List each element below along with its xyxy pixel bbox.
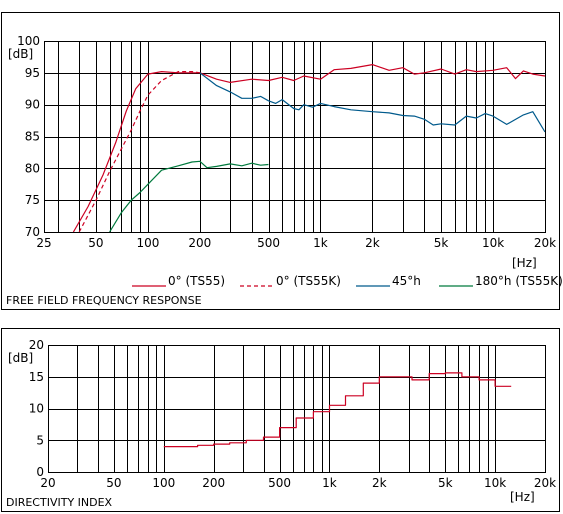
frequency-response-chart: 25 50 100 200 500 1k 2k 5k 10k 20k 70 75 80 85 90 95 100… [8, 34, 563, 288]
legend-item-0-ts55k: 0° (TS55K) [240, 274, 341, 288]
x-tick-label-50: 50 [88, 236, 103, 250]
series-line-0-ts55k [78, 71, 200, 232]
series-line-0-ts55 [72, 64, 545, 232]
legend-label-45-h: 45°h [392, 274, 421, 288]
plot-frame [44, 41, 546, 233]
y-tick-label-15: 15 [29, 370, 44, 384]
legend-label-0-ts55: 0° (TS55) [168, 274, 225, 288]
x-tick-label-10k: 10k [482, 236, 504, 250]
series-line-45-h [199, 72, 545, 133]
x-tick-label-20: 20 [40, 476, 55, 490]
y-tick-label-75: 75 [25, 193, 40, 207]
legend-item-0-ts55: 0° (TS55) [132, 274, 225, 288]
x-tick-label-100: 100 [152, 476, 175, 490]
x-tick-label-10k: 10k [484, 476, 506, 490]
legend: 0° (TS55) 0° (TS55K) 45°h 180°h (TS55K) [132, 274, 563, 288]
x-tick-label-20k: 20k [534, 476, 556, 490]
y-tick-label-90: 90 [25, 98, 40, 112]
y-tick-label-85: 85 [25, 130, 40, 144]
x-tick-label-5k: 5k [434, 236, 449, 250]
legend-item-45-h: 45°h [356, 274, 421, 288]
legend-label-180-h-ts55k: 180°h (TS55K) [475, 274, 563, 288]
x-axis-unit-label: [Hz] [512, 256, 537, 270]
x-tick-label-25: 25 [36, 236, 51, 250]
grid-lines [44, 41, 546, 233]
legend-item-180-h-ts55k: 180°h (TS55K) [439, 274, 563, 288]
x-tick-label-1k: 1k [322, 476, 337, 490]
y-axis-unit-label: [dB] [8, 47, 33, 61]
y-tick-label-70: 70 [25, 225, 40, 239]
plot-frame [48, 345, 546, 473]
grid-lines [48, 345, 546, 473]
x-tick-label-2k: 2k [365, 236, 380, 250]
x-tick-label-500: 500 [257, 236, 280, 250]
y-tick-label-100: 100 [17, 34, 40, 48]
x-axis-unit-label: [Hz] [510, 490, 535, 504]
frequency-response-title: FREE FIELD FREQUENCY RESPONSE [6, 294, 202, 307]
y-tick-label-95: 95 [25, 66, 40, 80]
y-tick-label-10: 10 [29, 402, 44, 416]
y-axis-unit-label: [dB] [8, 351, 33, 365]
directivity-index-title: DIRECTIVITY INDEX [6, 496, 113, 509]
x-tick-label-2k: 2k [372, 476, 387, 490]
series-line-directivity-index [163, 372, 512, 448]
frequency-response-panel: 25 50 100 200 500 1k 2k 5k 10k 20k 70 75 80 85 90 95 100… [1, 12, 563, 310]
y-tick-label-5: 5 [36, 433, 44, 447]
x-tick-label-200: 200 [202, 476, 225, 490]
x-tick-label-500: 500 [268, 476, 291, 490]
y-tick-label-20: 20 [29, 338, 44, 352]
x-tick-label-1k: 1k [313, 236, 328, 250]
directivity-index-panel: 20 50 100 200 500 1k 2k 5k 10k 20k 0 5 10 15 20 [dB] [Hz… [1, 328, 560, 512]
series-line-180-h-ts55k [109, 160, 269, 232]
x-tick-label-50: 50 [106, 476, 121, 490]
x-tick-label-100: 100 [136, 236, 159, 250]
directivity-index-chart: 20 50 100 200 500 1k 2k 5k 10k 20k05101520[dB][Hz… [8, 338, 556, 504]
y-tick-label-80: 80 [25, 161, 40, 175]
y-tick-label-0: 0 [36, 465, 44, 479]
x-tick-label-200: 200 [188, 236, 211, 250]
x-tick-label-20k: 20k [534, 236, 556, 250]
x-tick-label-5k: 5k [438, 476, 453, 490]
legend-label-0-ts55k: 0° (TS55K) [276, 274, 341, 288]
